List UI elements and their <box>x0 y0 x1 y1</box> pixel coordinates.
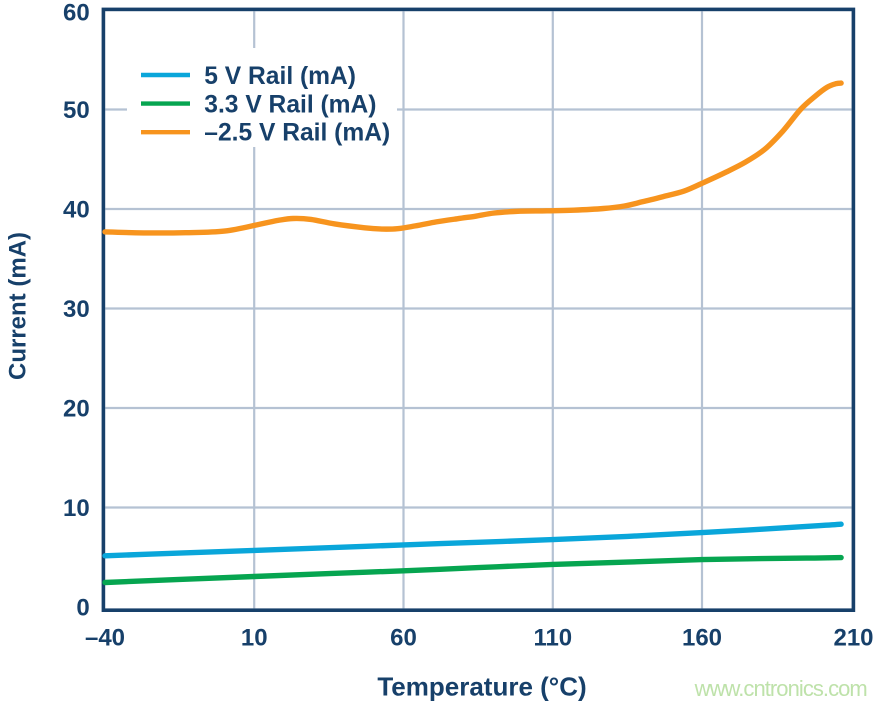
svg-text:20: 20 <box>63 396 90 423</box>
svg-text:110: 110 <box>533 625 572 652</box>
svg-text:www.cntronics.com: www.cntronics.com <box>694 676 867 701</box>
svg-text:40: 40 <box>63 197 90 224</box>
svg-text:10: 10 <box>241 625 268 652</box>
svg-text:60: 60 <box>390 625 417 652</box>
svg-text:0: 0 <box>76 595 89 622</box>
svg-text:30: 30 <box>63 296 90 323</box>
svg-text:160: 160 <box>682 625 722 652</box>
svg-text:–2.5 V Rail (mA): –2.5 V Rail (mA) <box>204 120 390 147</box>
svg-text:3.3 V Rail (mA): 3.3 V Rail (mA) <box>204 91 376 118</box>
svg-text:5 V Rail (mA): 5 V Rail (mA) <box>204 63 356 90</box>
svg-text:Temperature (°C): Temperature (°C) <box>377 672 586 702</box>
svg-text:–40: –40 <box>85 625 125 652</box>
svg-text:210: 210 <box>833 625 873 652</box>
svg-text:60: 60 <box>63 0 90 27</box>
svg-text:Current (mA): Current (mA) <box>5 232 32 380</box>
svg-text:10: 10 <box>63 495 90 522</box>
svg-text:50: 50 <box>63 97 90 124</box>
